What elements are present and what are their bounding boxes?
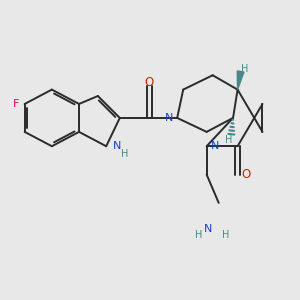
Text: N: N (113, 141, 122, 151)
Text: O: O (145, 76, 154, 88)
Text: H: H (241, 64, 248, 74)
Text: H: H (222, 230, 229, 240)
Text: H: H (225, 135, 232, 145)
Text: O: O (241, 168, 250, 181)
Polygon shape (237, 71, 244, 90)
Text: N: N (210, 141, 219, 151)
Text: N: N (165, 113, 173, 123)
Text: H: H (195, 230, 203, 240)
Text: F: F (13, 99, 20, 109)
Text: N: N (203, 224, 212, 233)
Text: H: H (122, 149, 129, 159)
